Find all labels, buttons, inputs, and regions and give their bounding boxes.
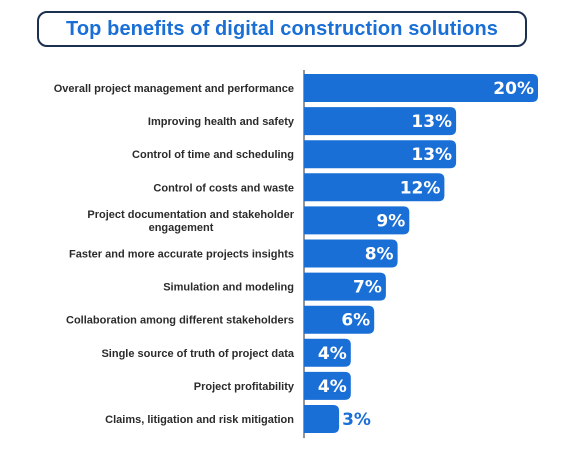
- value-label: 6%: [341, 311, 370, 331]
- value-label: 7%: [353, 278, 382, 298]
- value-label: 13%: [411, 112, 452, 132]
- bar: [304, 206, 410, 235]
- bar: [304, 74, 538, 102]
- category-label: Claims, litigation and risk mitigation: [105, 414, 294, 426]
- value-label: 9%: [376, 211, 405, 231]
- value-label: 12%: [400, 178, 441, 198]
- bar: [304, 305, 375, 334]
- value-label: 4%: [318, 344, 347, 364]
- value-label: 3%: [342, 410, 371, 430]
- bar: [304, 140, 457, 169]
- category-label: Improving health and safety: [148, 116, 295, 128]
- category-label: Project profitability: [194, 381, 295, 393]
- bar: [304, 338, 351, 367]
- bar: [304, 107, 457, 136]
- category-label: Control of time and scheduling: [132, 149, 294, 161]
- bar: [304, 173, 445, 202]
- chart-title-box: Top benefits of digital construction sol…: [37, 11, 527, 47]
- bar: [304, 239, 398, 268]
- value-label: 4%: [318, 377, 347, 397]
- value-label: 13%: [411, 145, 452, 165]
- category-label: Project documentation and stakeholder: [87, 209, 294, 221]
- category-label: Simulation and modeling: [163, 282, 294, 294]
- category-label: engagement: [149, 222, 214, 234]
- bar: [304, 272, 386, 301]
- category-label: Faster and more accurate projects insigh…: [69, 249, 294, 261]
- category-label: Control of costs and waste: [153, 182, 294, 194]
- value-label: 8%: [365, 245, 394, 265]
- category-label: Single source of truth of project data: [101, 348, 294, 360]
- bar: [304, 405, 340, 433]
- chart-title: Top benefits of digital construction sol…: [66, 17, 498, 40]
- value-label: 20%: [493, 79, 534, 99]
- category-label: Overall project management and performan…: [54, 83, 294, 95]
- category-label: Collaboration among different stakeholde…: [66, 315, 294, 327]
- bar: [304, 371, 351, 400]
